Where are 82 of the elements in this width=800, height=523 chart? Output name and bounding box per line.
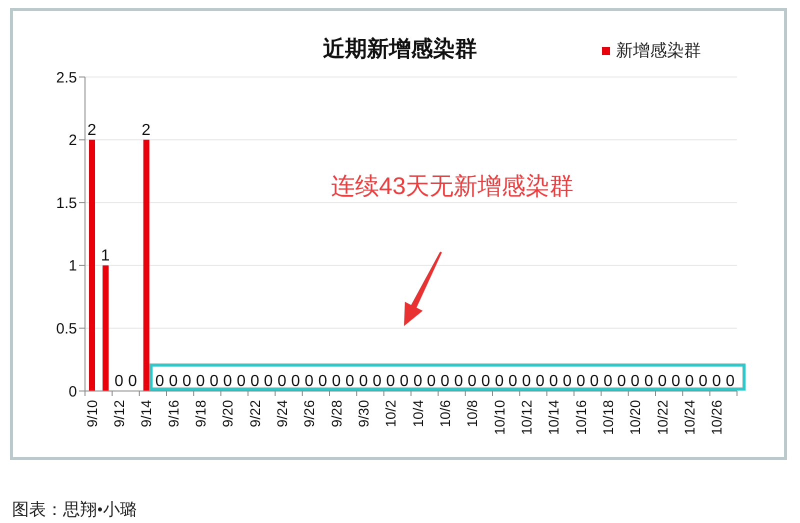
x-tick-label: 9/28: [328, 400, 344, 428]
x-tick-label: 9/10: [84, 400, 100, 428]
y-tick-label: 0: [68, 383, 77, 400]
x-tick-label: 10/2: [382, 400, 399, 428]
data-label: 0: [604, 373, 613, 390]
text: 图表：思翔•小璐: [12, 499, 137, 521]
data-label: 0: [685, 373, 694, 390]
data-label: 0: [617, 373, 626, 390]
data-label: 0: [372, 373, 382, 390]
data-label: 2: [142, 122, 151, 139]
x-tick-label: 10/18: [600, 400, 616, 436]
data-label: 0: [182, 373, 192, 390]
x-tick-label: 10/4: [410, 400, 426, 428]
data-label: 0: [658, 373, 667, 390]
x-tick-label: 10/20: [627, 400, 644, 436]
data-label: 0: [168, 373, 178, 390]
data-label: 0: [236, 373, 246, 390]
data-label: 0: [155, 373, 164, 390]
x-tick-label: 10/10: [491, 400, 508, 436]
data-label: 0: [250, 373, 260, 390]
data-label: 0: [278, 373, 287, 390]
data-label: 0: [440, 373, 450, 390]
data-label: 0: [128, 373, 138, 390]
data-label: 0: [223, 373, 232, 390]
legend-label: 新增感染群: [616, 40, 701, 62]
x-tick-label: 10/24: [681, 400, 698, 436]
y-tick-label: 1.5: [56, 194, 77, 212]
y-tick-label: 1: [68, 258, 77, 275]
data-label: 0: [644, 373, 654, 390]
x-tick-label: 9/26: [301, 400, 318, 428]
data-label: 0: [522, 373, 532, 390]
data-label: 0: [590, 373, 599, 390]
x-tick-label: 10/26: [708, 400, 725, 436]
data-label: 0: [264, 373, 273, 390]
x-tick-label: 9/24: [274, 400, 290, 428]
data-label: 0: [196, 373, 206, 390]
data-label: 0: [114, 373, 124, 390]
data-label: 0: [291, 373, 300, 390]
y-tick-label: 2: [68, 132, 77, 150]
y-tick-label: 2.5: [56, 69, 77, 86]
data-label: 0: [536, 373, 545, 390]
x-tick-label: 10/14: [546, 400, 562, 436]
data-label: 0: [454, 373, 464, 390]
data-label: 1: [100, 247, 110, 264]
data-label: 0: [481, 373, 490, 390]
data-label: 0: [332, 373, 341, 390]
x-tick-label: 9/30: [355, 400, 372, 428]
data-label: 0: [400, 373, 409, 390]
data-label: 0: [508, 373, 518, 390]
y-tick-label: 0.5: [56, 320, 77, 338]
x-tick-label: 10/6: [436, 400, 453, 428]
data-label: 0: [318, 373, 328, 390]
data-label: 0: [210, 373, 219, 390]
chart-title: 近期新增感染群: [323, 36, 477, 61]
x-tick-label: 10/8: [464, 400, 480, 428]
data-label: 0: [304, 373, 314, 390]
x-tick-label: 9/20: [220, 400, 236, 428]
data-label: 0: [576, 373, 586, 390]
data-label: 0: [630, 373, 640, 390]
data-label: 2: [87, 122, 96, 139]
data-label: 0: [562, 373, 572, 390]
annotation: 连续43天无新增感染群: [331, 172, 574, 202]
x-tick-label: 10/12: [518, 400, 534, 436]
x-tick-label: 9/14: [138, 400, 154, 428]
x-tick-label: 9/16: [165, 400, 182, 428]
data-label: 0: [494, 373, 504, 390]
data-label: 0: [712, 373, 722, 390]
data-label: 0: [426, 373, 436, 390]
data-label: 0: [549, 373, 558, 390]
x-tick-label: 9/22: [246, 400, 263, 428]
x-tick-label: 10/22: [654, 400, 670, 436]
data-label: 0: [413, 373, 422, 390]
x-tick-label: 9/18: [192, 400, 208, 428]
data-label: 0: [468, 373, 477, 390]
data-label: 0: [345, 373, 354, 390]
data-label: 0: [726, 373, 735, 390]
data-label: 0: [671, 373, 680, 390]
data-label: 0: [359, 373, 368, 390]
x-tick-label: 9/12: [110, 400, 127, 428]
data-label: 0: [698, 373, 708, 390]
data-label: 0: [386, 373, 396, 390]
x-tick-label: 10/16: [572, 400, 589, 436]
